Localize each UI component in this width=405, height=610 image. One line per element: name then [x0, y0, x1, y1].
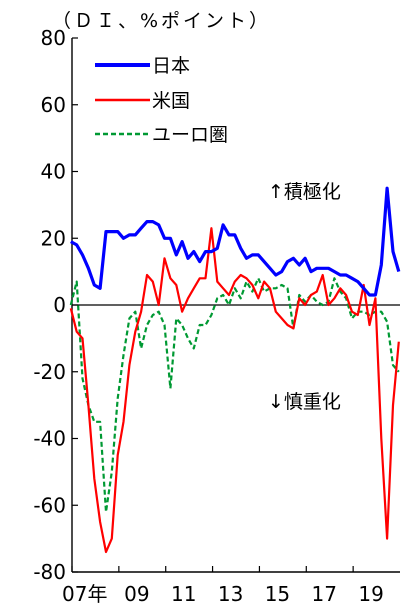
- legend-item-us: 米国: [95, 90, 190, 112]
- y-tick-label: 60: [41, 93, 66, 117]
- x-tick-label: 13: [218, 582, 243, 606]
- unit-label: （ＤＩ、%ポイント）: [52, 10, 271, 32]
- y-tick-label: -40: [33, 427, 66, 451]
- y-tick-label: -20: [33, 360, 66, 384]
- y-tick-label: -60: [33, 493, 66, 517]
- legend: 日本 米国 ユーロ圏: [95, 55, 228, 146]
- x-tick-label: 09: [124, 582, 149, 606]
- y-axis-ticks: -80 -60 -40 -20 0 20 40 60 80: [33, 26, 78, 584]
- y-tick-label: 20: [41, 226, 66, 250]
- series-line-euro: [69, 277, 400, 513]
- x-tick-label: 15: [265, 582, 290, 606]
- legend-item-japan: 日本: [95, 55, 190, 77]
- series-line-us: [69, 227, 400, 554]
- legend-item-euro: ユーロ圏: [95, 124, 228, 146]
- legend-label-euro: ユーロ圏: [152, 124, 228, 146]
- x-tick-label: 11: [171, 582, 196, 606]
- x-tick-label: 07年: [62, 582, 107, 606]
- x-tick-label: 17: [312, 582, 337, 606]
- y-tick-label: -80: [33, 560, 66, 584]
- series-line-japan: [70, 186, 401, 297]
- x-tick-label: 19: [358, 582, 383, 606]
- legend-label-us: 米国: [152, 90, 190, 112]
- annotation-negative: ↓慎重化: [268, 391, 341, 413]
- y-tick-label: 80: [41, 26, 66, 50]
- annotation-positive: ↑積極化: [268, 181, 341, 203]
- x-axis-ticks: 07年 09 11 13 15 17 19: [62, 566, 384, 606]
- legend-label-japan: 日本: [152, 55, 190, 77]
- series-group: [69, 186, 401, 554]
- y-tick-label: 40: [41, 160, 66, 184]
- y-tick-label: 0: [53, 293, 66, 317]
